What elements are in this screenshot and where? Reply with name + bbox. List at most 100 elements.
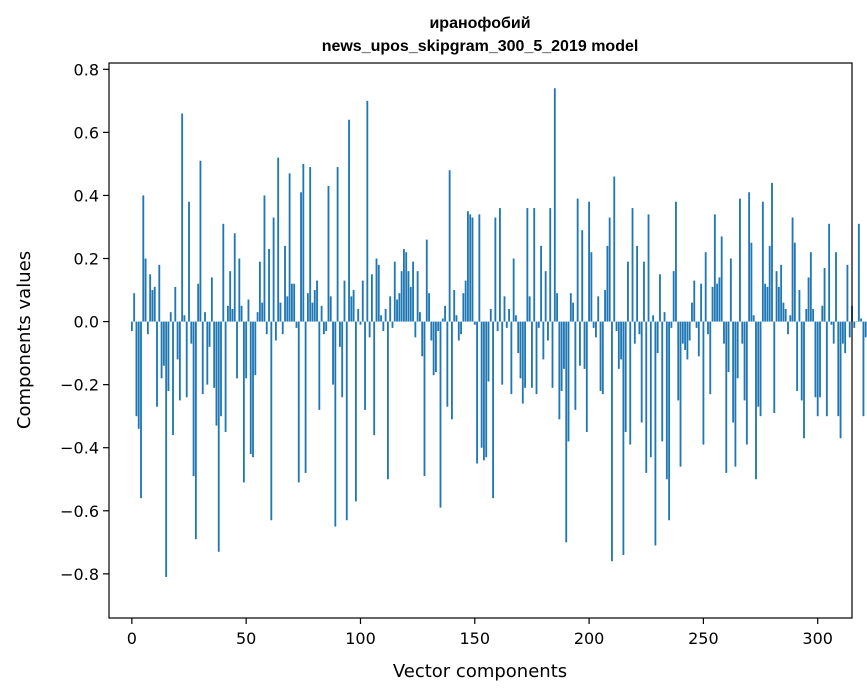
bar <box>569 293 572 322</box>
bar <box>322 321 325 335</box>
y-tick-label: 0.2 <box>74 250 99 269</box>
bar <box>158 264 161 322</box>
bar <box>370 274 373 322</box>
bar <box>206 321 209 385</box>
bar <box>142 195 145 322</box>
bar <box>803 321 805 439</box>
bar <box>563 321 565 369</box>
x-axis-label: Vector components <box>393 661 567 682</box>
bar <box>652 315 655 322</box>
bar <box>478 214 481 322</box>
bar <box>853 321 856 328</box>
bar <box>816 321 819 417</box>
bar <box>693 280 696 322</box>
bar <box>354 321 357 502</box>
bar <box>784 308 787 322</box>
bar <box>373 321 376 436</box>
bar <box>204 312 206 322</box>
bar <box>515 315 517 322</box>
bar <box>533 208 536 322</box>
bar <box>167 321 170 391</box>
bar <box>789 315 792 322</box>
bar <box>437 321 440 332</box>
bar <box>492 321 494 499</box>
bar <box>144 258 147 322</box>
bar <box>348 119 350 322</box>
bar <box>711 286 714 322</box>
y-tick-label: −0.4 <box>60 439 99 458</box>
bar <box>743 321 746 401</box>
bar <box>672 271 675 322</box>
bar <box>137 321 140 429</box>
bar <box>286 296 289 322</box>
bar <box>293 283 296 322</box>
bar <box>613 176 616 322</box>
bar <box>627 261 629 322</box>
bar <box>814 321 817 398</box>
bar <box>668 321 671 521</box>
bar <box>432 321 435 376</box>
x-tick-label: 0 <box>127 629 137 648</box>
bar <box>645 321 648 473</box>
bar <box>592 321 595 328</box>
bar <box>332 321 334 385</box>
bar <box>272 217 275 322</box>
bar <box>791 217 794 322</box>
bar <box>215 321 218 426</box>
bar <box>391 321 394 328</box>
bar <box>130 321 133 332</box>
bar <box>446 321 449 407</box>
bar <box>860 318 863 322</box>
bar <box>661 321 664 442</box>
bar <box>345 321 348 521</box>
x-tick-label: 50 <box>236 629 256 648</box>
bar <box>599 321 602 391</box>
bar <box>382 321 385 332</box>
bar <box>210 277 213 322</box>
bar <box>768 245 771 322</box>
bar <box>380 315 382 322</box>
bar <box>366 100 369 322</box>
bar <box>707 321 709 335</box>
bar <box>560 321 563 391</box>
bar <box>300 192 302 322</box>
bar <box>389 296 392 322</box>
bar <box>279 302 282 322</box>
bar <box>622 321 625 555</box>
bar <box>306 293 309 322</box>
y-tick-label: −0.2 <box>60 376 99 395</box>
bar <box>716 283 719 322</box>
bar <box>702 321 705 445</box>
bar <box>462 293 465 322</box>
bar <box>448 170 451 322</box>
bar <box>403 249 405 322</box>
bar <box>222 223 225 322</box>
x-tick-label: 250 <box>688 629 719 648</box>
bar <box>181 113 184 322</box>
bar <box>830 321 833 325</box>
bar <box>480 321 483 448</box>
bar <box>517 321 520 354</box>
bar <box>549 208 552 322</box>
bar <box>611 321 613 562</box>
bar <box>318 321 321 410</box>
bar <box>313 290 316 322</box>
bar <box>254 321 257 376</box>
bar <box>471 217 474 322</box>
bar <box>281 321 284 335</box>
bar <box>277 157 280 322</box>
bar <box>718 277 721 322</box>
bar <box>476 321 478 464</box>
y-axis: −0.8 −0.6 −0.4 −0.2 0.0 0.2 0.4 0.6 0.8 <box>60 60 109 584</box>
bar <box>757 321 760 407</box>
bar <box>553 88 556 322</box>
bar <box>807 277 810 322</box>
bar <box>327 185 330 322</box>
bar <box>597 296 600 322</box>
x-tick-label: 150 <box>460 629 491 648</box>
bar <box>741 321 744 344</box>
bar <box>755 321 757 480</box>
bar <box>400 271 403 322</box>
x-tick-label: 300 <box>802 629 833 648</box>
bar <box>732 321 735 423</box>
